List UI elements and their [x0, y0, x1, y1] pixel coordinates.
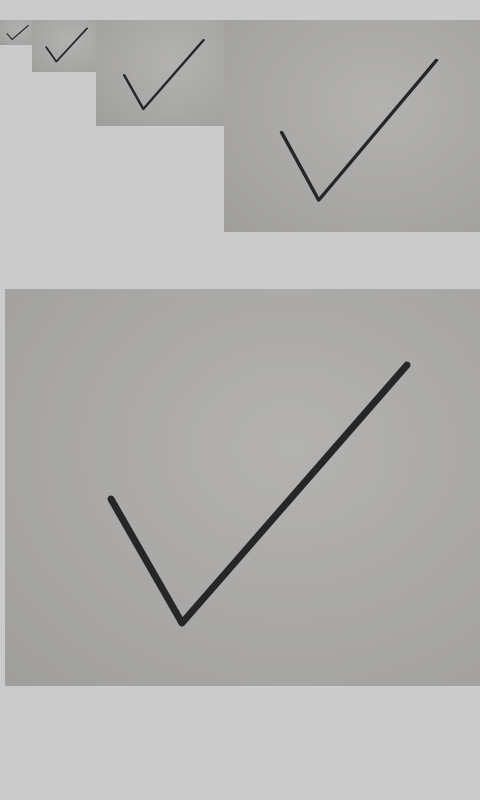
checkmark-icon	[279, 58, 439, 202]
checkmark-icon	[6, 25, 29, 40]
checkmark-icon	[107, 361, 411, 627]
preview-image	[5, 289, 480, 686]
thumbnail-2[interactable]	[32, 20, 96, 72]
thumbnail-4[interactable]	[224, 20, 480, 232]
checkmark-icon	[45, 27, 88, 63]
thumbnail-1[interactable]	[0, 20, 32, 45]
thumbnail-3[interactable]	[96, 20, 224, 126]
checkmark-icon	[122, 39, 205, 111]
